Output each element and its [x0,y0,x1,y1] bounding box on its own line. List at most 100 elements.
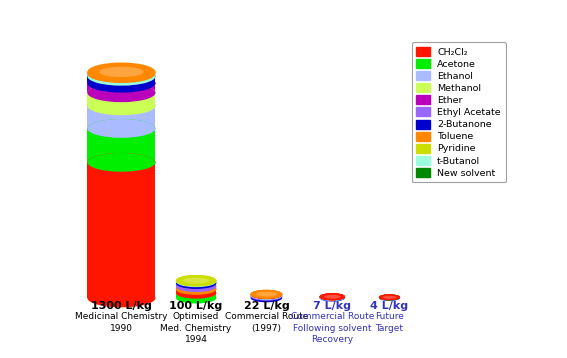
Ellipse shape [251,290,282,299]
Ellipse shape [87,64,155,83]
Ellipse shape [320,294,345,301]
Ellipse shape [87,74,155,93]
Text: Future: Future [375,312,404,321]
Ellipse shape [87,74,155,93]
Bar [176,289,217,293]
Bar [251,295,282,296]
Ellipse shape [87,67,155,86]
Ellipse shape [251,290,282,299]
Text: Following solvent: Following solvent [293,324,371,333]
Legend: CH₂Cl₂, Acetone, Ethanol, Methanol, Ether, Ethyl Acetate, 2-Butanone, Toluene, P: CH₂Cl₂, Acetone, Ethanol, Methanol, Ethe… [412,42,506,183]
Text: 1994: 1994 [185,335,208,344]
Ellipse shape [251,292,282,301]
Ellipse shape [87,153,155,172]
Ellipse shape [379,295,400,300]
Ellipse shape [256,292,277,296]
Ellipse shape [87,83,155,102]
Ellipse shape [176,275,217,286]
Ellipse shape [320,293,345,300]
Ellipse shape [176,278,217,289]
Text: 1300 L/kg: 1300 L/kg [91,301,152,311]
Ellipse shape [379,294,400,300]
Ellipse shape [379,295,400,300]
Text: Medicinal Chemistry: Medicinal Chemistry [75,312,168,321]
Ellipse shape [176,275,217,286]
Ellipse shape [324,295,341,299]
Ellipse shape [320,293,345,300]
Ellipse shape [99,67,143,77]
Ellipse shape [176,287,217,299]
Ellipse shape [183,277,209,284]
Ellipse shape [176,292,217,304]
Bar [176,286,217,289]
Text: 22 L/kg: 22 L/kg [244,301,289,311]
Ellipse shape [251,290,282,299]
Text: Commercial Route: Commercial Route [225,312,308,321]
Bar [320,297,345,298]
Ellipse shape [320,294,345,301]
Ellipse shape [251,292,282,301]
Text: Optimised: Optimised [173,312,219,321]
Ellipse shape [251,294,282,302]
Bar [176,293,217,298]
Bar [251,294,282,295]
Bar [87,93,155,106]
Bar [87,76,155,83]
Ellipse shape [251,291,282,300]
Bar [87,162,155,298]
Bar [87,106,155,129]
Ellipse shape [379,295,400,300]
Ellipse shape [251,290,282,299]
Ellipse shape [176,281,217,292]
Bar [87,129,155,162]
Ellipse shape [379,294,400,300]
Ellipse shape [87,119,155,138]
Ellipse shape [320,294,345,301]
Text: 4 L/kg: 4 L/kg [370,301,408,311]
Ellipse shape [176,281,217,292]
Ellipse shape [379,294,400,300]
Ellipse shape [176,275,217,286]
Ellipse shape [87,63,155,82]
Text: 1990: 1990 [110,324,133,333]
Ellipse shape [379,295,400,300]
Text: Target: Target [375,324,404,333]
Bar [176,282,217,283]
Ellipse shape [176,287,217,299]
Ellipse shape [320,293,345,300]
Ellipse shape [320,293,345,300]
Ellipse shape [176,278,217,289]
Ellipse shape [320,293,345,300]
Ellipse shape [176,284,217,295]
Ellipse shape [87,67,155,86]
Ellipse shape [176,275,217,286]
Ellipse shape [176,276,217,287]
Bar [87,83,155,93]
Ellipse shape [251,290,282,299]
Ellipse shape [87,96,155,115]
Ellipse shape [320,293,345,300]
Text: 100 L/kg: 100 L/kg [170,301,223,311]
Ellipse shape [379,294,400,300]
Ellipse shape [87,289,155,308]
Ellipse shape [379,295,400,300]
Bar [176,281,217,282]
Bar [87,73,155,74]
Text: (1997): (1997) [251,324,281,333]
Ellipse shape [251,290,282,299]
Ellipse shape [251,291,282,300]
Bar [87,74,155,76]
Ellipse shape [383,296,396,299]
Bar [251,296,282,298]
Ellipse shape [320,294,345,301]
Ellipse shape [87,119,155,138]
Ellipse shape [379,295,400,300]
Ellipse shape [87,83,155,102]
Ellipse shape [320,294,345,301]
Ellipse shape [87,153,155,172]
Ellipse shape [379,295,400,301]
Bar [176,283,217,286]
Ellipse shape [176,284,217,295]
Text: 7 L/kg: 7 L/kg [314,301,352,311]
Ellipse shape [87,64,155,83]
